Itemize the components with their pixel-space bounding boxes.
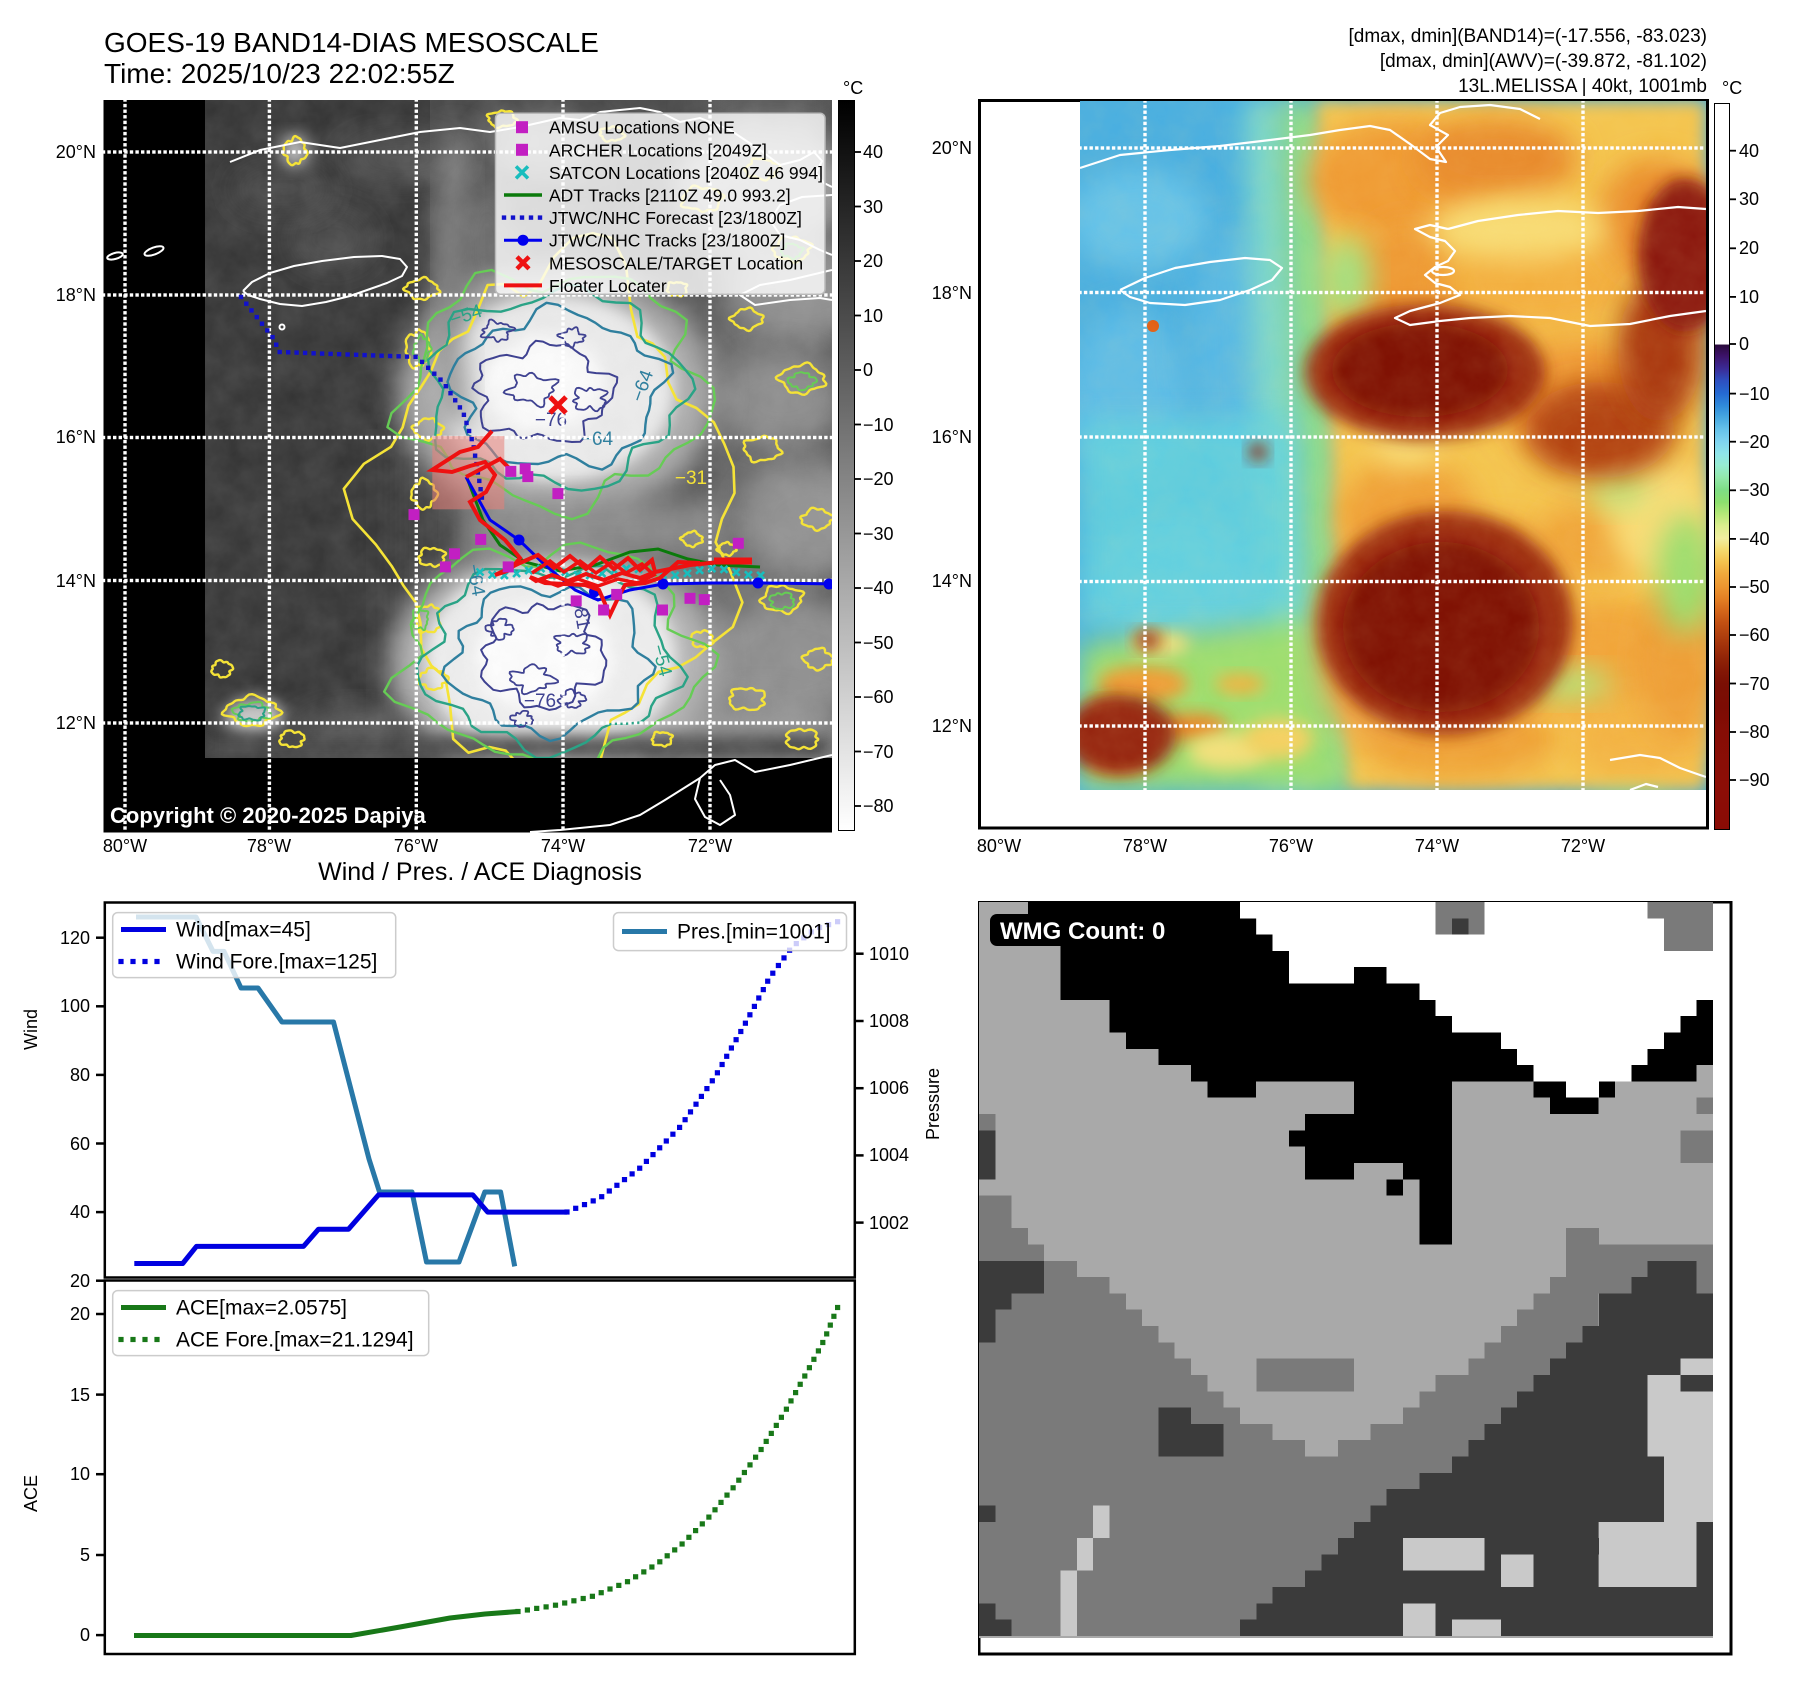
- svg-text:JTWC/NHC Tracks [23/1800Z]: JTWC/NHC Tracks [23/1800Z]: [549, 231, 785, 251]
- svg-text:WMG Count: 0: WMG Count: 0: [1000, 918, 1165, 945]
- svg-text:Wind Fore.[max=125]: Wind Fore.[max=125]: [176, 951, 377, 974]
- svg-text:−76: −76: [535, 410, 567, 431]
- svg-text:Pres.[min=1001]: Pres.[min=1001]: [677, 921, 831, 944]
- svg-text:JTWC/NHC Forecast [23/1800Z]: JTWC/NHC Forecast [23/1800Z]: [549, 208, 802, 228]
- svg-text:−76: −76: [524, 691, 556, 712]
- svg-text:Wind[max=45]: Wind[max=45]: [176, 919, 311, 942]
- svg-text:MESOSCALE/TARGET Location: MESOSCALE/TARGET Location: [549, 253, 803, 273]
- svg-text:ACE Fore.[max=21.1294]: ACE Fore.[max=21.1294]: [176, 1329, 414, 1352]
- svg-text:AMSU Locations NONE: AMSU Locations NONE: [549, 118, 735, 138]
- svg-text:ACE[max=2.0575]: ACE[max=2.0575]: [176, 1297, 347, 1320]
- svg-text:ARCHER Locations [2049Z]: ARCHER Locations [2049Z]: [549, 140, 767, 160]
- svg-text:−31: −31: [675, 468, 707, 489]
- svg-text:−64: −64: [581, 429, 614, 450]
- svg-text:ADT Tracks [2110Z 49.0 993.2]: ADT Tracks [2110Z 49.0 993.2]: [549, 186, 791, 206]
- svg-text:SATCON Locations [2040Z 46 994: SATCON Locations [2040Z 46 994]: [549, 163, 823, 183]
- svg-text:Floater Locater: Floater Locater: [549, 276, 667, 296]
